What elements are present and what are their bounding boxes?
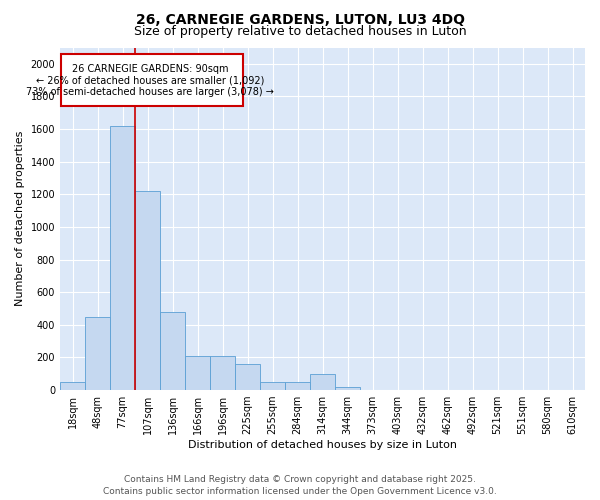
Text: 26, CARNEGIE GARDENS, LUTON, LU3 4DQ: 26, CARNEGIE GARDENS, LUTON, LU3 4DQ <box>136 12 464 26</box>
Title: 26, CARNEGIE GARDENS, LUTON, LU3 4DQ
Size of property relative to detached house: 26, CARNEGIE GARDENS, LUTON, LU3 4DQ Siz… <box>0 499 1 500</box>
X-axis label: Distribution of detached houses by size in Luton: Distribution of detached houses by size … <box>188 440 457 450</box>
Text: 26 CARNEGIE GARDENS: 90sqm
← 26% of detached houses are smaller (1,092)
73% of s: 26 CARNEGIE GARDENS: 90sqm ← 26% of deta… <box>26 64 274 96</box>
Bar <box>210 356 235 390</box>
Bar <box>135 191 160 390</box>
Bar <box>85 316 110 390</box>
Bar <box>110 126 135 390</box>
Text: Size of property relative to detached houses in Luton: Size of property relative to detached ho… <box>134 25 466 38</box>
Bar <box>335 387 360 390</box>
Bar <box>160 312 185 390</box>
Bar <box>185 356 210 390</box>
Bar <box>60 382 85 390</box>
Bar <box>260 382 285 390</box>
Y-axis label: Number of detached properties: Number of detached properties <box>15 131 25 306</box>
Bar <box>285 382 310 390</box>
Text: Contains HM Land Registry data © Crown copyright and database right 2025.
Contai: Contains HM Land Registry data © Crown c… <box>103 474 497 496</box>
Bar <box>235 364 260 390</box>
FancyBboxPatch shape <box>61 54 242 106</box>
Bar <box>310 374 335 390</box>
